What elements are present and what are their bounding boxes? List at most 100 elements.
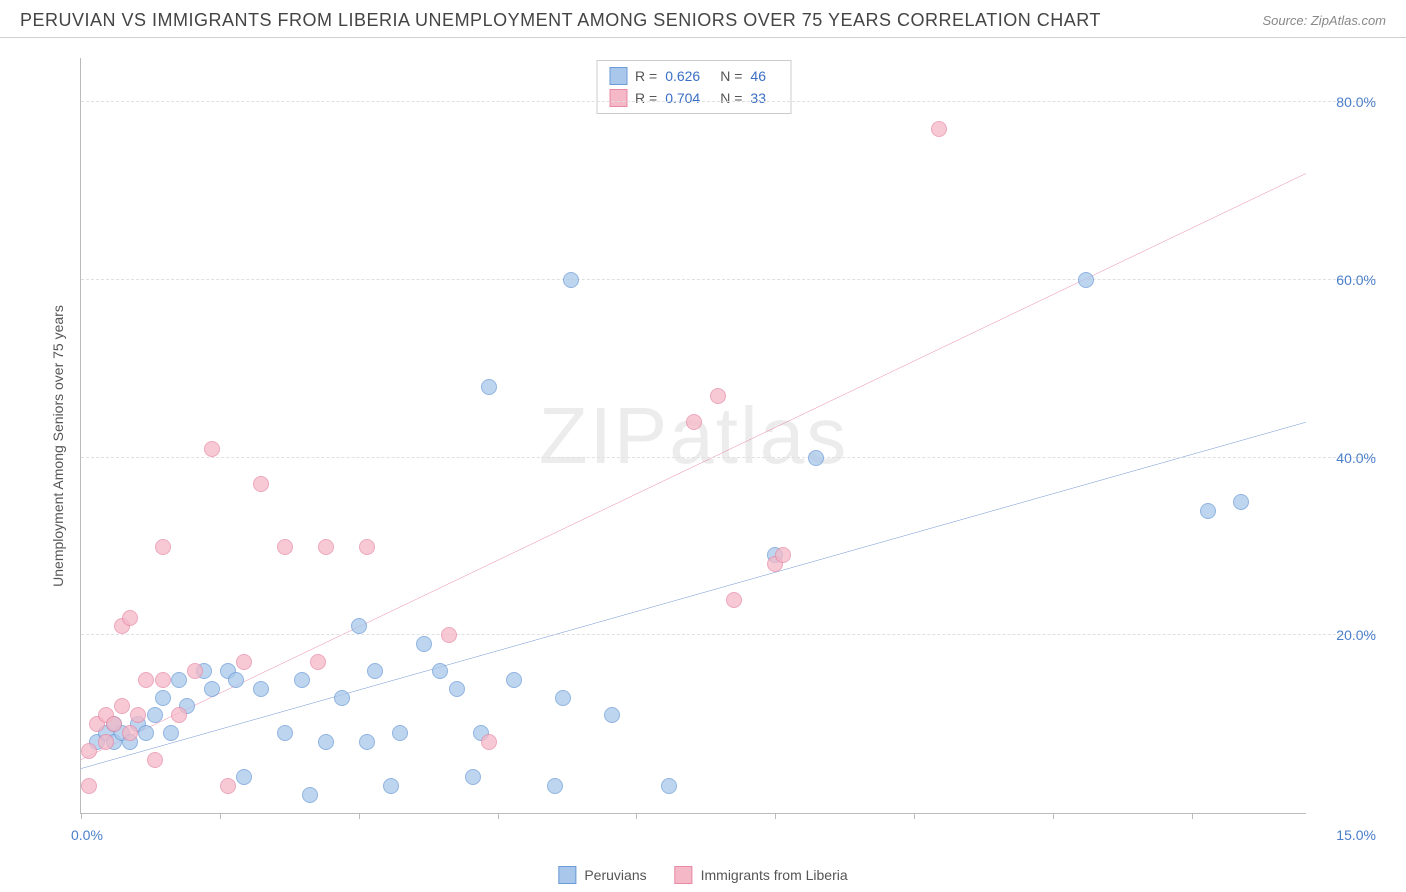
n-value: 46 [750, 68, 766, 84]
x-tick-mark [636, 813, 637, 819]
scatter-point [1078, 272, 1094, 288]
y-tick-label: 40.0% [1316, 450, 1376, 466]
scatter-point [204, 441, 220, 457]
scatter-point [359, 734, 375, 750]
scatter-point [449, 681, 465, 697]
scatter-point [481, 734, 497, 750]
chart-header: PERUVIAN VS IMMIGRANTS FROM LIBERIA UNEM… [0, 0, 1406, 38]
legend-swatch [609, 89, 627, 107]
scatter-point [204, 681, 220, 697]
legend-label: Peruvians [584, 867, 646, 883]
trend-line [81, 173, 1306, 759]
scatter-point [277, 725, 293, 741]
scatter-point [367, 663, 383, 679]
gridline [81, 634, 1376, 635]
scatter-point [931, 121, 947, 137]
scatter-point [481, 379, 497, 395]
scatter-point [122, 610, 138, 626]
scatter-point [130, 707, 146, 723]
trend-lines [81, 58, 1306, 813]
legend-item: Immigrants from Liberia [675, 866, 848, 884]
r-value: 0.704 [665, 90, 700, 106]
scatter-point [155, 690, 171, 706]
scatter-point [114, 698, 130, 714]
scatter-point [465, 769, 481, 785]
scatter-point [228, 672, 244, 688]
n-value: 33 [750, 90, 766, 106]
source-attribution: Source: ZipAtlas.com [1262, 13, 1386, 28]
scatter-point [432, 663, 448, 679]
scatter-point [302, 787, 318, 803]
scatter-point [253, 476, 269, 492]
trend-line [81, 422, 1306, 768]
n-label: N = [720, 90, 742, 106]
plot-area: ZIPatlas R = 0.626N = 46R = 0.704N = 33 … [80, 58, 1306, 814]
scatter-point [506, 672, 522, 688]
scatter-point [81, 778, 97, 794]
scatter-point [334, 690, 350, 706]
scatter-point [351, 618, 367, 634]
scatter-point [555, 690, 571, 706]
scatter-point [138, 672, 154, 688]
scatter-point [138, 725, 154, 741]
legend-label: Immigrants from Liberia [701, 867, 848, 883]
chart-title: PERUVIAN VS IMMIGRANTS FROM LIBERIA UNEM… [20, 10, 1101, 31]
scatter-point [1200, 503, 1216, 519]
legend-swatch [558, 866, 576, 884]
scatter-point [81, 743, 97, 759]
r-label: R = [635, 68, 657, 84]
scatter-point [604, 707, 620, 723]
scatter-point [236, 769, 252, 785]
scatter-point [563, 272, 579, 288]
scatter-point [318, 734, 334, 750]
x-axis-max-label: 15.0% [1336, 827, 1376, 843]
scatter-point [155, 539, 171, 555]
r-value: 0.626 [665, 68, 700, 84]
gridline [81, 279, 1376, 280]
scatter-point [359, 539, 375, 555]
scatter-point [155, 672, 171, 688]
scatter-point [253, 681, 269, 697]
scatter-point [661, 778, 677, 794]
scatter-point [310, 654, 326, 670]
x-tick-mark [81, 813, 82, 819]
legend-swatch [675, 866, 693, 884]
r-label: R = [635, 90, 657, 106]
x-tick-mark [498, 813, 499, 819]
scatter-point [808, 450, 824, 466]
scatter-point [171, 672, 187, 688]
scatter-point [547, 778, 563, 794]
scatter-point [147, 707, 163, 723]
x-axis-min-label: 0.0% [71, 827, 103, 843]
gridline [81, 457, 1376, 458]
y-axis-label: Unemployment Among Seniors over 75 years [50, 305, 66, 587]
correlation-stats-legend: R = 0.626N = 46R = 0.704N = 33 [596, 60, 791, 114]
watermark-text: ZIPatlas [539, 390, 848, 482]
y-tick-label: 20.0% [1316, 627, 1376, 643]
scatter-point [122, 725, 138, 741]
scatter-point [416, 636, 432, 652]
scatter-point [726, 592, 742, 608]
series-legend: Peruvians Immigrants from Liberia [558, 866, 847, 884]
scatter-point [775, 547, 791, 563]
legend-swatch [609, 67, 627, 85]
x-tick-mark [914, 813, 915, 819]
scatter-point [441, 627, 457, 643]
scatter-point [163, 725, 179, 741]
scatter-point [294, 672, 310, 688]
gridline [81, 101, 1376, 102]
stats-row: R = 0.704 N = 33 [609, 87, 778, 109]
scatter-point [383, 778, 399, 794]
y-tick-label: 60.0% [1316, 272, 1376, 288]
scatter-point [147, 752, 163, 768]
scatter-point [392, 725, 408, 741]
scatter-point [710, 388, 726, 404]
stats-row: R = 0.626N = 46 [609, 65, 778, 87]
x-tick-mark [220, 813, 221, 819]
x-tick-mark [359, 813, 360, 819]
scatter-point [220, 778, 236, 794]
scatter-point [187, 663, 203, 679]
chart-container: Unemployment Among Seniors over 75 years… [50, 48, 1386, 844]
scatter-point [98, 734, 114, 750]
x-tick-mark [775, 813, 776, 819]
